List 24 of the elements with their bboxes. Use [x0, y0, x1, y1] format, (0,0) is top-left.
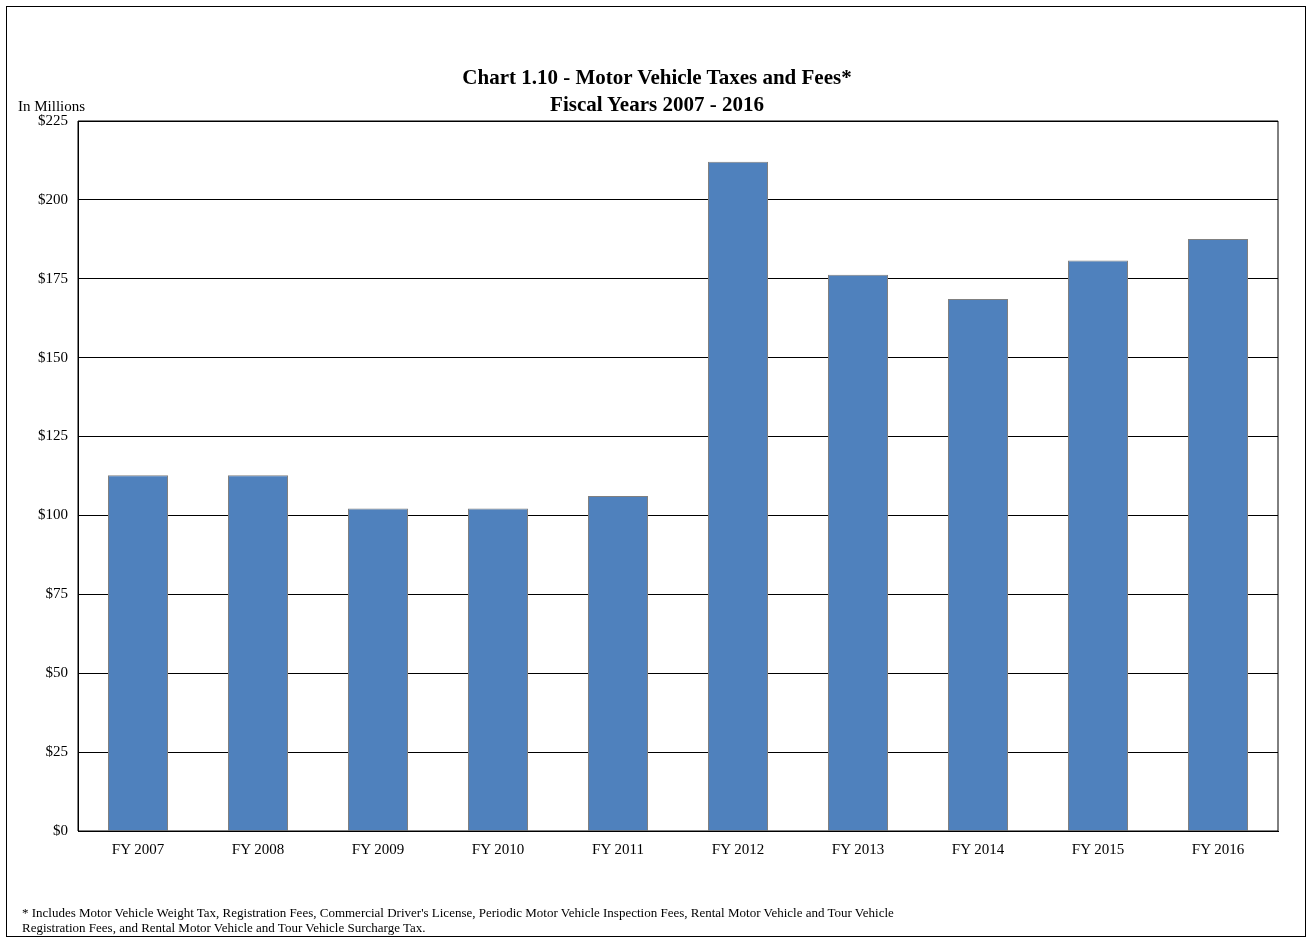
x-tick-label: FY 2013	[831, 840, 885, 857]
y-tick-label: $0	[53, 821, 68, 838]
x-tick-label: FY 2007	[111, 840, 165, 857]
y-tick-label: $225	[38, 111, 68, 128]
x-tick-label: FY 2015	[1071, 840, 1125, 857]
x-tick-label: FY 2008	[231, 840, 285, 857]
x-tick-label: FY 2012	[711, 840, 765, 857]
y-tick-label: $175	[38, 269, 68, 286]
y-tick-label: $100	[38, 506, 68, 523]
chart-title: Chart 1.10 - Motor Vehicle Taxes and Fees*	[461, 64, 853, 91]
text: * Includes Motor Vehicle Weight Tax, Registration Fees, Commercial Driver's License, Periodic Motor Vehicle Inspection Fees, Rental Motor Vehicle and Tour Vehicle Registration Fees, and Rental Motor Vehicle and Tour Vehicle Surcharge Tax.	[22, 905, 895, 935]
chart-subtitle: Fiscal Years 2007 - 2016	[550, 92, 764, 116]
x-tick-label: FY 2014	[951, 840, 1005, 857]
x-tick-label: FY 2010	[471, 840, 525, 857]
y-tick-label: $25	[45, 743, 68, 760]
x-tick-label: FY 2016	[1191, 840, 1245, 857]
y-tick-label: $200	[38, 190, 68, 207]
x-tick-label: FY 2009	[351, 840, 405, 857]
y-tick-label: $50	[45, 664, 68, 681]
y-axis-title: In Millions	[18, 98, 86, 114]
y-tick-label: $125	[38, 427, 68, 444]
y-tick-label: $150	[38, 348, 68, 365]
x-tick-label: FY 2011	[592, 840, 644, 857]
y-tick-label: $75	[45, 585, 68, 602]
